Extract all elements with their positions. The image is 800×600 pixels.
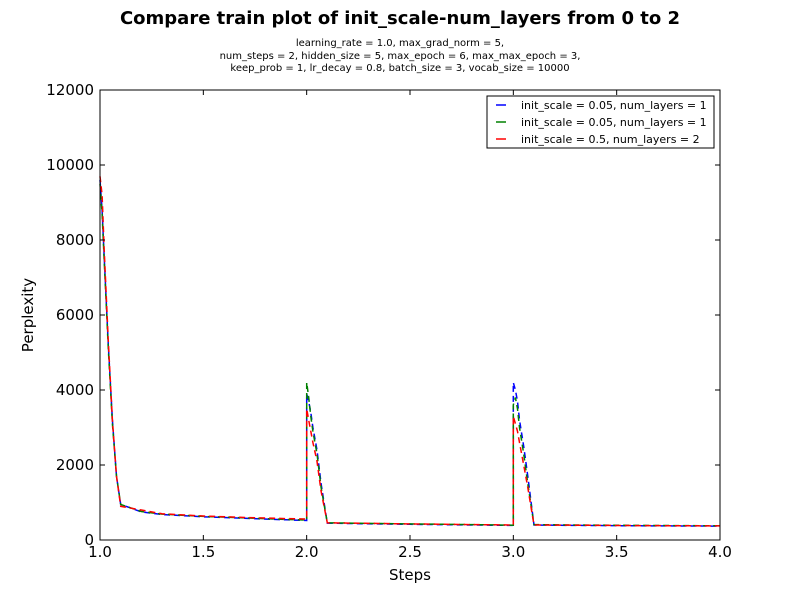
legend-frame <box>486 95 715 149</box>
x-tick-label: 2.0 <box>295 543 319 561</box>
chart-subtitle-line-1: learning_rate = 1.0, max_grad_norm = 5, <box>295 38 505 49</box>
y-tick-label: 10000 <box>46 156 94 174</box>
series-layer <box>99 176 721 527</box>
y-tick-label: 2000 <box>56 456 94 474</box>
y-tick-label: 6000 <box>56 306 94 324</box>
x-axis-label: Steps <box>389 566 431 584</box>
chart-subtitle-line-2: num_steps = 2, hidden_size = 5, max_epoc… <box>219 51 581 62</box>
y-axis-label: Perplexity <box>19 278 37 352</box>
legend-label-3: init_scale = 0.5, num_layers = 2 <box>521 133 700 146</box>
y-tick-label: 4000 <box>56 381 94 399</box>
series-line-2 <box>99 183 721 527</box>
series-line-1 <box>99 179 721 527</box>
x-tick-label: 2.5 <box>398 543 422 561</box>
y-tick-label: 12000 <box>46 81 94 99</box>
x-tick-label: 1.5 <box>191 543 215 561</box>
plot-area-frame <box>99 89 721 541</box>
legend-label-2: init_scale = 0.05, num_layers = 1 <box>521 116 707 129</box>
legend-label-1: init_scale = 0.05, num_layers = 1 <box>521 99 707 112</box>
y-tick-label: 8000 <box>56 231 94 249</box>
series-line-3 <box>99 176 721 527</box>
y-tick-label: 0 <box>84 531 94 549</box>
x-tick-label: 3.5 <box>605 543 629 561</box>
chart-title: Compare train plot of init_scale-num_lay… <box>119 8 681 29</box>
ticks-layer: 1.0 1.5 2.0 2.5 3.0 3.5 4.0 0 2000 4000 6000 8000 10… <box>46 81 732 561</box>
x-tick-label: 3.0 <box>501 543 525 561</box>
chart-subtitle-line-3: keep_prob = 1, lr_decay = 0.8, batch_siz… <box>230 63 570 74</box>
x-tick-label: 1.0 <box>88 543 112 561</box>
legend: init_scale = 0.05, num_layers = 1 init_sc… <box>486 95 715 149</box>
x-tick-label: 4.0 <box>708 543 732 561</box>
